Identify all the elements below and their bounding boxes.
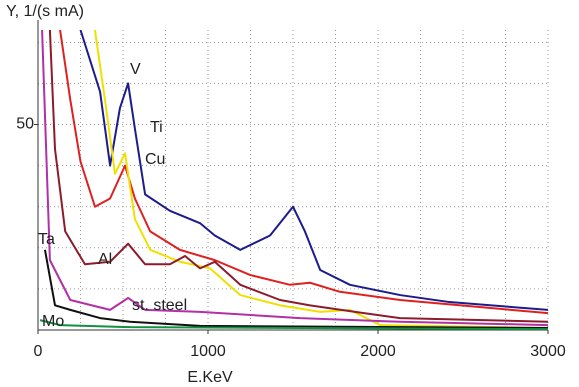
series-label: Mo	[42, 313, 64, 330]
x-axis-label: E.KeV	[187, 369, 233, 386]
series-line	[41, 30, 548, 327]
x-tick-label: 1000	[190, 343, 226, 360]
x-tick-label: 2000	[360, 343, 396, 360]
y-tick-label: 50	[16, 116, 34, 133]
series-label: V	[130, 61, 141, 78]
y-axis-label: Y, 1/(s mA)	[6, 3, 84, 20]
series-line	[79, 30, 548, 311]
series-line	[39, 319, 548, 330]
series-label: Ti	[150, 119, 163, 136]
series-label: st. steel	[132, 297, 187, 314]
series-label: Ta	[38, 231, 55, 248]
series-label: Al	[98, 251, 112, 268]
series-line	[48, 30, 548, 323]
x-tick-label: 3000	[530, 343, 566, 360]
series-line	[59, 30, 548, 315]
series-line	[93, 30, 548, 329]
series-line	[43, 249, 548, 329]
x-tick-label: 0	[34, 343, 43, 360]
series-label: Cu	[145, 151, 165, 168]
